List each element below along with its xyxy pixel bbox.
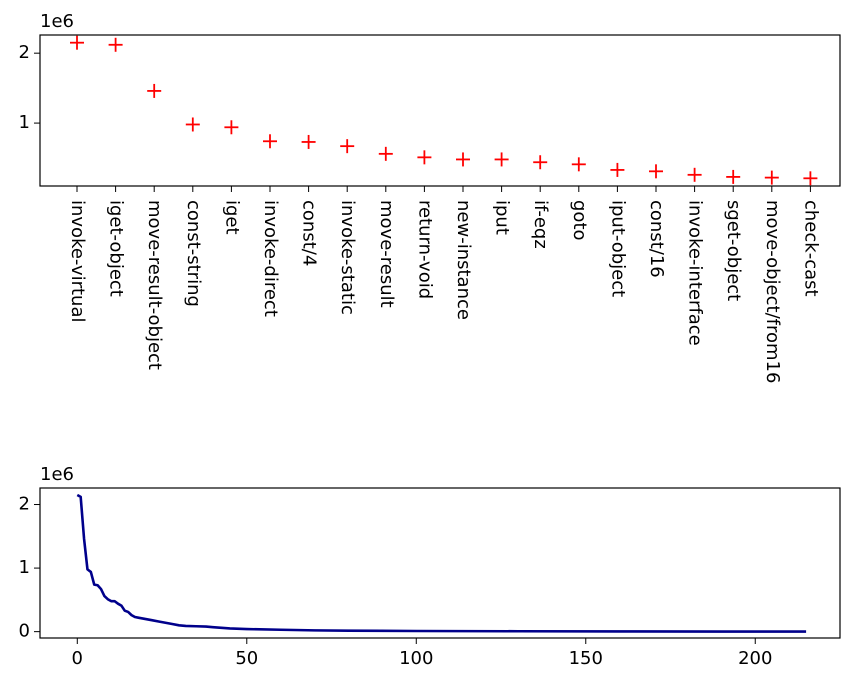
scatter-point: [764, 170, 779, 185]
x-tick-label: move-result-object: [144, 200, 165, 370]
x-tick-label: if-eqz: [530, 200, 551, 249]
scatter-point: [610, 162, 625, 177]
x-tick-label: sget-object: [723, 200, 744, 301]
y-tick-label: 1: [19, 557, 30, 578]
x-tick-label: check-cast: [800, 200, 821, 297]
scatter-point: [224, 120, 239, 135]
bottom-axes-frame: [39, 487, 841, 639]
bottom-y-ticks: 0 1 2: [19, 494, 40, 642]
scatter-point: [417, 150, 432, 165]
bottom-x-ticks: 0 50 100 150 200: [72, 638, 772, 669]
x-tick-label: invoke-direct: [260, 200, 281, 317]
x-tick-label: invoke-interface: [685, 200, 706, 346]
scatter-point: [803, 171, 818, 186]
x-tick-label: invoke-static: [337, 200, 358, 315]
scatter-point: [185, 117, 200, 132]
scatter-point: [571, 157, 586, 172]
top-subplot: 1e6 12 invoke-virtual iget-object move-res…: [19, 11, 841, 383]
top-x-ticks: invoke-virtual iget-object move-result-obj…: [67, 186, 821, 383]
bottom-subplot: 1e6 0 1 2 0 50 100 150 200: [19, 464, 841, 669]
scatter-point: [494, 152, 509, 167]
x-tick-label: move-result: [376, 200, 397, 308]
scatter-point: [649, 164, 663, 179]
y-tick-label: 1: [19, 112, 30, 133]
scatter-point: [70, 35, 84, 50]
top-scatter-markers: [70, 35, 818, 186]
x-tick-label: const/16: [646, 200, 667, 278]
scatter-point: [378, 146, 393, 161]
x-tick-label: iput: [492, 200, 513, 235]
scatter-point: [726, 169, 741, 184]
scatter-point: [456, 152, 470, 167]
x-tick-label: 200: [738, 648, 772, 669]
x-tick-label: 50: [235, 648, 258, 669]
x-tick-label: return-void: [414, 200, 435, 299]
scatter-point: [301, 134, 316, 149]
top-offset-label: 1e6: [40, 11, 74, 32]
x-tick-label: const/4: [299, 200, 320, 266]
x-tick-label: 100: [399, 648, 433, 669]
x-tick-label: new-instance: [453, 200, 474, 320]
x-tick-label: iput-object: [607, 200, 628, 297]
top-y-ticks: 12: [19, 42, 40, 133]
scatter-point: [263, 134, 277, 149]
x-tick-label: iget: [221, 200, 242, 235]
x-tick-label: const-string: [183, 200, 204, 307]
bottom-offset-label: 1e6: [40, 464, 74, 485]
x-tick-label: invoke-virtual: [67, 200, 88, 323]
x-tick-label: iget-object: [106, 200, 127, 297]
x-tick-label: 0: [72, 648, 83, 669]
y-tick-label: 0: [19, 621, 30, 642]
x-tick-label: move-object/from16: [762, 200, 783, 383]
x-tick-label: 150: [569, 648, 603, 669]
bottom-series-line: [76, 493, 807, 633]
scatter-point: [533, 155, 548, 170]
scatter-point: [147, 83, 162, 98]
y-tick-label: 2: [19, 42, 30, 63]
scatter-point: [340, 139, 355, 154]
scatter-point: [108, 37, 123, 52]
top-axes-frame: [39, 34, 841, 187]
y-tick-label: 2: [19, 494, 30, 515]
x-tick-label: goto: [569, 200, 590, 241]
scatter-point: [687, 167, 702, 182]
